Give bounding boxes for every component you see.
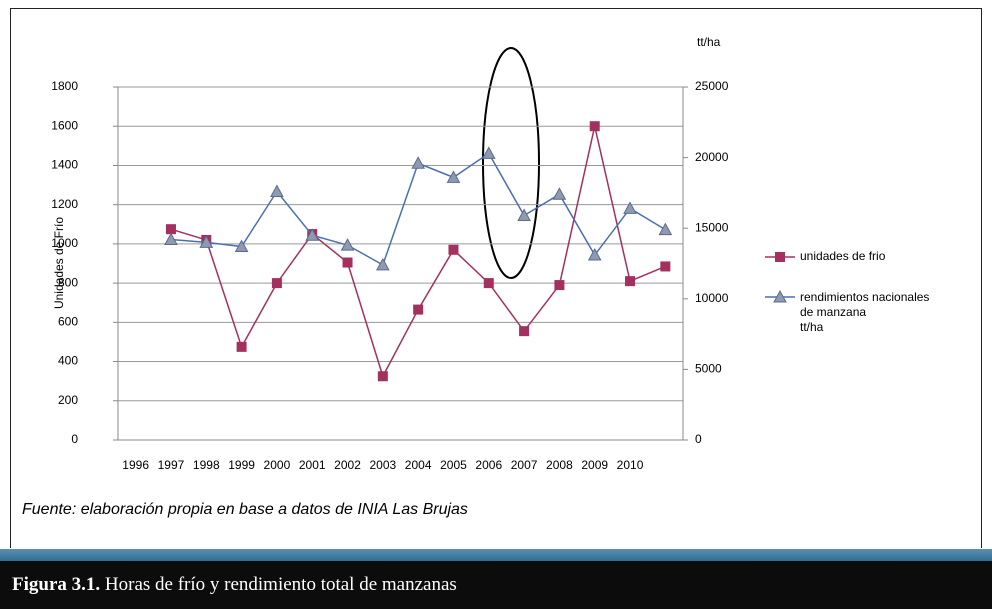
y2-tick-label: 10000	[695, 291, 729, 305]
y2-tick-label: 25000	[695, 79, 729, 93]
data-point	[552, 187, 567, 200]
y2-axis-label: tt/ha	[697, 35, 721, 49]
data-point	[625, 276, 636, 287]
legend-label: unidades de frio	[800, 249, 886, 263]
divider-strip	[0, 549, 992, 561]
x-tick-label: 1997	[158, 458, 185, 472]
x-tick-label: 2000	[264, 458, 291, 472]
data-point	[165, 224, 176, 235]
data-point	[377, 371, 388, 382]
y-tick-label: 600	[58, 315, 78, 329]
x-tick-label: 1999	[228, 458, 255, 472]
data-point	[660, 261, 671, 272]
data-point	[481, 146, 496, 159]
data-point	[446, 170, 461, 183]
chart-frame	[10, 8, 982, 548]
caption: Figura 3.1. Horas de frío y rendimiento …	[0, 561, 992, 609]
data-point	[519, 326, 530, 337]
data-point	[448, 244, 459, 255]
legend-label: rendimientos nacionales de manzana tt/ha	[800, 290, 930, 334]
x-tick-label: 2003	[369, 458, 396, 472]
y-tick-label: 1200	[51, 197, 78, 211]
y-tick-label: 200	[58, 393, 78, 407]
y-tick-label: 400	[58, 354, 78, 368]
x-tick-label: 2001	[299, 458, 326, 472]
x-tick-label: 2005	[440, 458, 467, 472]
data-point	[554, 280, 565, 291]
data-point	[587, 247, 602, 261]
data-point	[340, 238, 355, 251]
data-point	[483, 278, 494, 289]
x-tick-label: 2006	[475, 458, 502, 472]
y-tick-label: 1000	[51, 236, 78, 250]
y2-tick-label: 15000	[695, 220, 729, 234]
data-point	[517, 208, 531, 221]
y-tick-label: 1800	[51, 79, 78, 93]
y2-tick-label: 0	[695, 432, 702, 446]
chart: Unidades de Frío tt/ha 0 200 400 600 800 1000…	[51, 35, 886, 472]
y-tick-label: 1600	[51, 118, 78, 132]
y-tick-label: 800	[58, 275, 78, 289]
highlight-ellipse	[482, 47, 540, 279]
x-tick-label: 2004	[405, 458, 432, 472]
legend-marker	[773, 289, 787, 303]
data-point	[623, 201, 637, 214]
data-point	[658, 222, 673, 236]
x-tick-label: 2007	[511, 458, 538, 472]
x-tick-label: 2010	[617, 458, 644, 472]
y-tick-label: 0	[71, 432, 78, 446]
y2-tick-label: 5000	[695, 362, 722, 376]
data-point	[236, 341, 247, 352]
caption-label: Figura 3.1.	[12, 574, 101, 595]
data-point	[342, 257, 353, 268]
data-point	[234, 239, 249, 253]
caption-text: Horas de frío y rendimiento total de man…	[100, 574, 457, 595]
data-point	[305, 228, 320, 241]
legend-marker	[775, 252, 785, 262]
x-tick-label: 2002	[334, 458, 361, 472]
data-point	[589, 121, 600, 132]
data-point	[164, 232, 178, 245]
y-tick-label: 1400	[51, 158, 78, 172]
y-axis-label: Unidades de Frío	[52, 217, 66, 309]
y2-tick-label: 20000	[695, 150, 729, 164]
data-point	[376, 257, 390, 271]
source-note: Fuente: elaboración propia en base a dat…	[22, 501, 468, 518]
data-point	[270, 184, 284, 197]
x-tick-label: 1996	[122, 458, 149, 472]
data-point	[199, 235, 214, 248]
x-tick-label: 1998	[193, 458, 220, 472]
data-point	[413, 304, 424, 315]
x-tick-label: 2009	[581, 458, 608, 472]
data-point	[411, 156, 425, 169]
x-tick-label: 2008	[546, 458, 573, 472]
data-point	[271, 278, 282, 289]
